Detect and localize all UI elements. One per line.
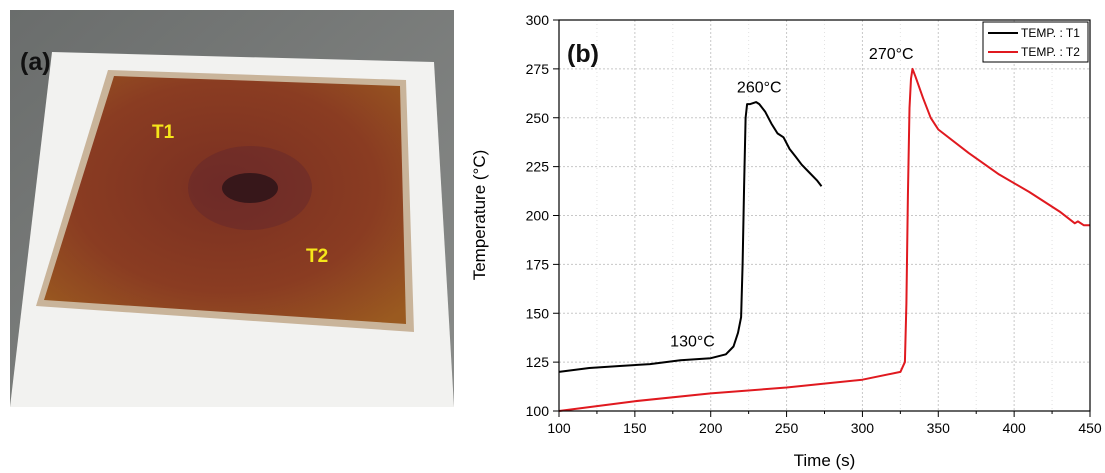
y-tick-label: 175: [526, 256, 550, 272]
burn-spot: [222, 173, 278, 203]
x-axis-title: Time (s): [794, 451, 856, 470]
annotation-label: 130°C: [670, 333, 715, 350]
annotation-label: 260°C: [737, 79, 782, 96]
y-tick-label: 300: [526, 12, 550, 28]
x-tick-label: 300: [851, 420, 875, 436]
series-lines: [558, 67, 1090, 412]
annotation-label: 270°C: [869, 46, 914, 63]
y-tick-label: 225: [526, 159, 550, 175]
burn-halo: [188, 146, 312, 230]
resin-pad: [44, 76, 406, 324]
axis-ticks: 100 150 200 250 300 350 400 450 100 125 150 175 200 2…: [526, 12, 1102, 436]
legend-label-t2: TEMP. : T2: [1021, 45, 1080, 59]
x-tick-label: 150: [623, 420, 647, 436]
grid: [558, 19, 1091, 412]
marker-t2: T2: [306, 246, 328, 267]
x-tick-label: 100: [547, 420, 571, 436]
panel-b-label: (b): [567, 40, 599, 68]
legend-label-t1: TEMP. : T1: [1021, 26, 1080, 40]
y-tick-label: 100: [526, 403, 550, 419]
sample-photo: (a) T1 T2: [10, 10, 454, 407]
x-tick-label: 350: [927, 420, 951, 436]
y-tick-label: 250: [526, 110, 550, 126]
series-line-t1: [558, 101, 823, 373]
marker-t1: T1: [152, 122, 175, 143]
x-tick-label: 250: [775, 420, 799, 436]
legend-box: [982, 21, 1089, 63]
y-tick-label: 150: [526, 305, 550, 321]
y-axis-title: Temperature (°C): [470, 150, 489, 281]
x-tick-label: 200: [699, 420, 723, 436]
y-tick-label: 275: [526, 61, 550, 77]
x-tick-label: 450: [1078, 420, 1102, 436]
annotations: 260°C 270°C 130°C: [670, 46, 913, 350]
legend: TEMP. : T1 TEMP. : T2: [982, 21, 1089, 63]
series-line-t2: [558, 67, 1090, 412]
panel-a-label: (a): [20, 48, 51, 76]
y-tick-label: 200: [526, 208, 550, 224]
y-tick-label: 125: [526, 354, 550, 370]
temperature-chart: 100 150 200 250 300 350 400 450 100 125 150 175 200 2…: [470, 12, 1102, 470]
x-tick-label: 400: [1002, 420, 1026, 436]
